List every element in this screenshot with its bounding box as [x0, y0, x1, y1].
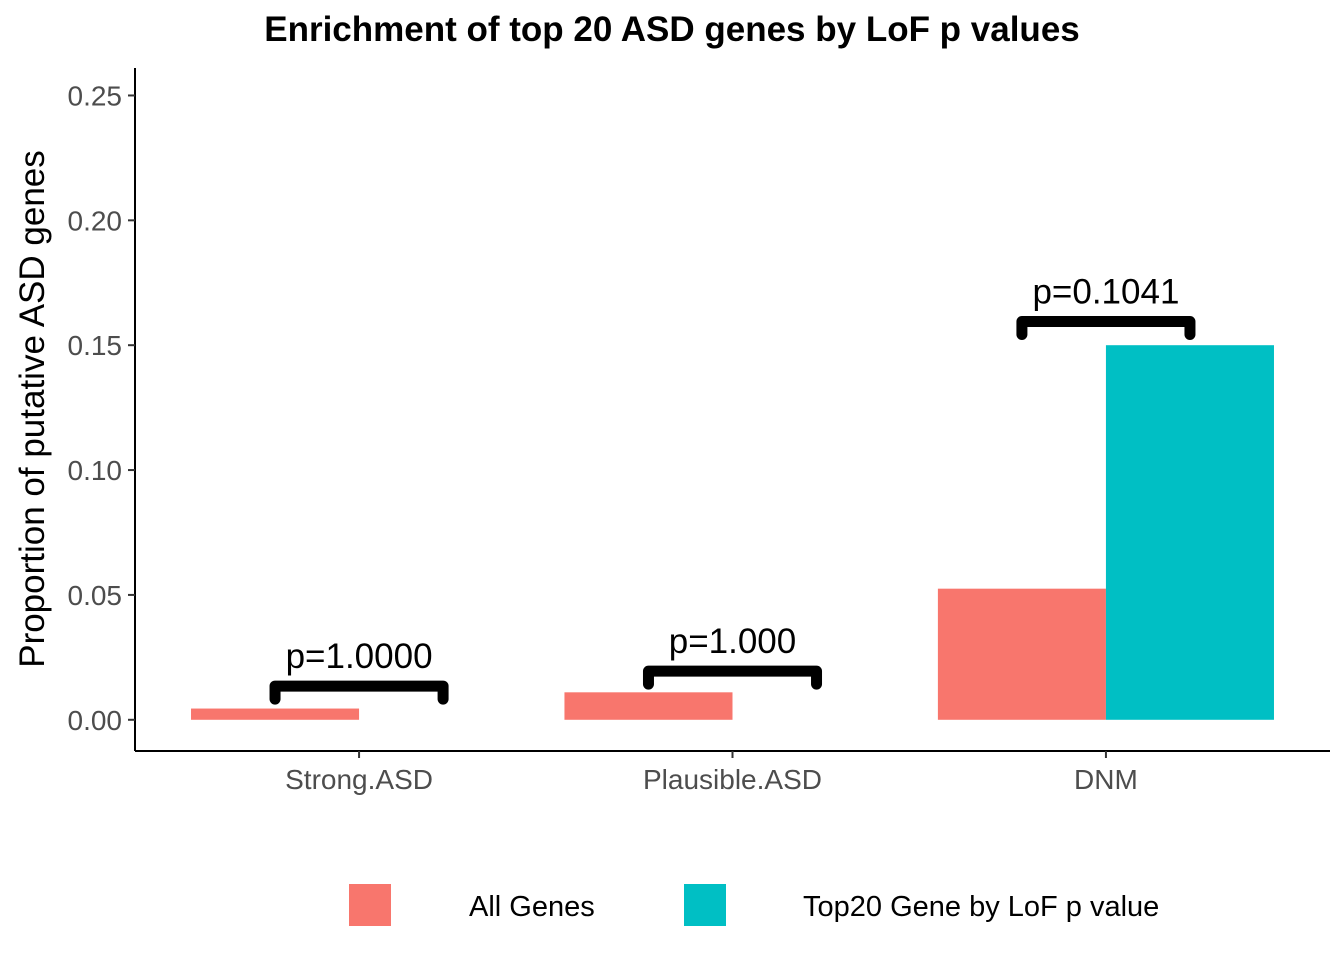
significance-label-dnm: p=0.1041 [1032, 272, 1179, 311]
x-tick-label-strong-asd: Strong.ASD [285, 764, 433, 795]
legend-label-all-genes: All Genes [469, 891, 595, 923]
bar-dnm-series-0 [937, 588, 1106, 720]
bar-plausible-asd-series-0 [564, 692, 733, 720]
y-tick-label-4: 0.20 [68, 205, 123, 236]
significance-bracket-strong-asd [269, 680, 449, 705]
significance-bracket-dnm [1016, 315, 1196, 340]
y-tick-label-0: 0.00 [68, 705, 123, 736]
x-tick-label-plausible-asd: Plausible.ASD [643, 764, 822, 795]
legend: All Genes Top20 Gene by LoF p value [0, 884, 1344, 928]
chart-title: Enrichment of top 20 ASD genes by LoF p … [264, 10, 1080, 49]
legend-swatch-top20 [684, 884, 726, 926]
significance-bracket-plausible-asd [642, 665, 823, 690]
significance-label-plausible-asd: p=1.000 [669, 622, 797, 661]
legend-label-top20: Top20 Gene by LoF p value [803, 891, 1160, 923]
y-tick-label-3: 0.15 [68, 330, 123, 361]
bar-dnm-series-1 [1105, 345, 1274, 720]
y-tick-label-1: 0.05 [68, 580, 123, 611]
significance-label-strong-asd: p=1.0000 [286, 637, 433, 676]
y-tick-label-2: 0.10 [68, 455, 123, 486]
x-tick-label-dnm: DNM [1074, 764, 1138, 795]
bar-strong-asd-series-0 [191, 708, 360, 720]
y-tick-label-5: 0.25 [68, 80, 123, 111]
legend-swatch-all-genes [349, 884, 391, 926]
